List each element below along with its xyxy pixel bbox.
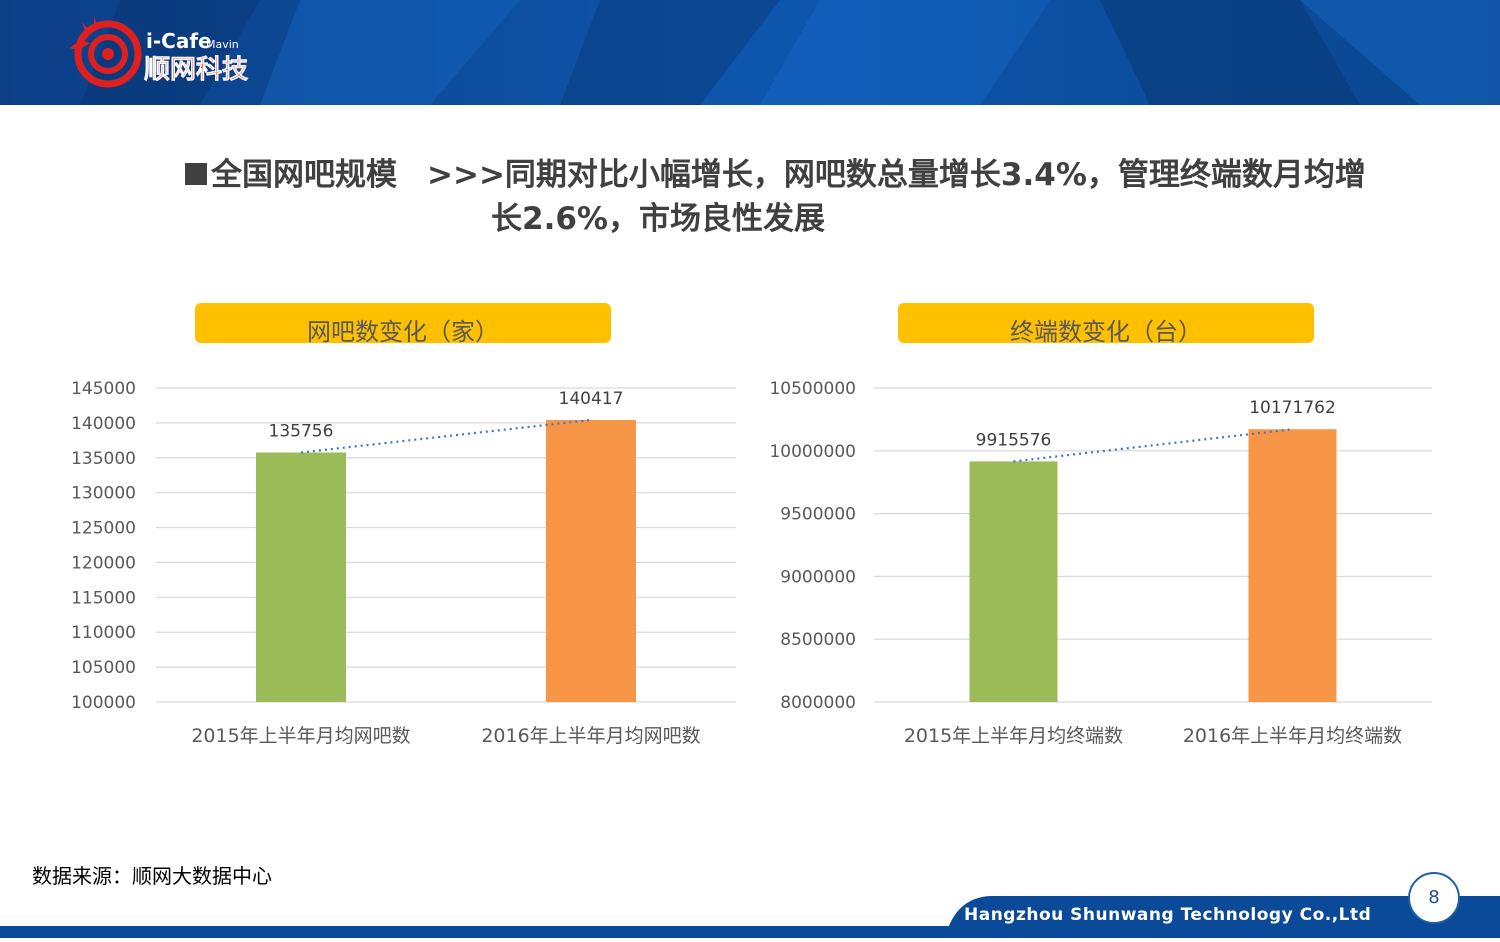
y-tick-label: 145000 — [71, 379, 136, 399]
y-tick-label: 10500000 — [769, 379, 856, 399]
title-summary-continued: 长2.6%，市场良性发展 — [491, 201, 825, 237]
y-tick-label: 130000 — [71, 484, 136, 504]
y-tick-label: 9500000 — [780, 505, 856, 525]
chart-2-title: 终端数变化（台） — [898, 303, 1314, 343]
title-bullet-icon — [185, 163, 207, 185]
y-tick-label: 125000 — [71, 519, 136, 539]
y-tick-label: 115000 — [71, 588, 136, 608]
header-banner: i-Cafe Mavin 顺网科技 — [0, 0, 1500, 105]
chart-1-svg: 100000 105000 110000 115000 120000 125000 1300… — [71, 379, 736, 747]
trendline — [1013, 428, 1293, 463]
x-tick-label: 2016年上半年月均终端数 — [1183, 725, 1402, 747]
y-tick-label: 100000 — [71, 693, 136, 713]
y-tick-label: 135000 — [71, 449, 136, 469]
title-topic: 全国网吧规模 — [211, 157, 397, 193]
data-label: 10171762 — [1249, 398, 1336, 418]
y-tick-label: 110000 — [71, 623, 136, 643]
bar — [546, 419, 636, 702]
data-label: 140417 — [559, 389, 624, 409]
y-tick-label: 140000 — [71, 414, 136, 434]
data-source-note: 数据来源：顺网大数据中心 — [32, 864, 272, 888]
logo-graphic: i-Cafe Mavin 顺网科技 — [70, 16, 248, 88]
logo-cn-text: 顺网科技 — [144, 55, 248, 85]
page-number: 8 — [1408, 872, 1460, 924]
y-tick-label: 105000 — [71, 658, 136, 678]
bar — [1248, 429, 1337, 702]
logo-en-text: i-Cafe — [146, 29, 212, 53]
x-tick-label: 2015年上半年月均终端数 — [904, 725, 1123, 747]
y-tick-label: 8000000 — [780, 693, 856, 713]
data-label: 135756 — [269, 422, 334, 442]
chart-2: 8000000 8500000 9000000 9500000 10000000 1050… — [760, 370, 1450, 760]
footer-background — [0, 896, 1500, 938]
y-tick-label: 120000 — [71, 553, 136, 573]
x-tick-label: 2015年上半年月均网吧数 — [191, 725, 410, 747]
bar — [256, 452, 346, 702]
company-logo: i-Cafe Mavin 顺网科技 — [60, 8, 290, 94]
logo-sub-text: Mavin — [206, 38, 239, 51]
slide-title: 全国网吧规模 >>>同期对比小幅增长，网吧数总量增长3.4%，管理终端数月均增 长… — [185, 153, 1445, 241]
y-tick-label: 9000000 — [780, 567, 856, 587]
y-tick-label: 10000000 — [769, 442, 856, 462]
trendline — [300, 418, 592, 454]
chart-1-title: 网吧数变化（家） — [195, 303, 611, 343]
footer-company-name: Hangzhou Shunwang Technology Co.,Ltd — [964, 905, 1372, 925]
title-summary: >>>同期对比小幅增长，网吧数总量增长3.4%，管理终端数月均增 — [427, 157, 1366, 193]
bar — [969, 461, 1058, 702]
y-tick-label: 8500000 — [780, 630, 856, 650]
chart-2-svg: 8000000 8500000 9000000 9500000 10000000 1050… — [769, 379, 1432, 747]
x-tick-label: 2016年上半年月均网吧数 — [481, 725, 700, 747]
data-label: 9915576 — [976, 430, 1052, 450]
header-background — [0, 0, 1500, 105]
footer-banner — [0, 890, 1500, 938]
chart-1: 100000 105000 110000 115000 120000 125000 1300… — [60, 370, 750, 760]
